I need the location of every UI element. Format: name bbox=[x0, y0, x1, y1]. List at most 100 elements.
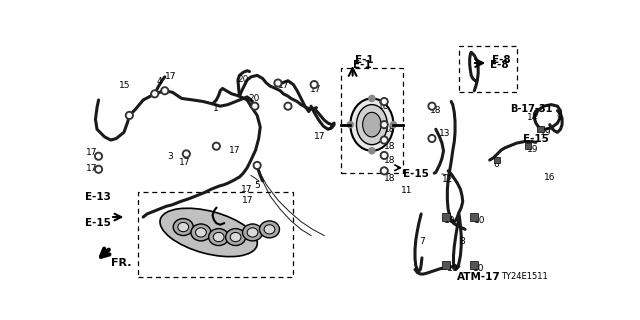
Text: 6: 6 bbox=[493, 160, 499, 169]
Circle shape bbox=[127, 114, 131, 117]
Circle shape bbox=[153, 92, 157, 96]
Text: E-15: E-15 bbox=[523, 134, 548, 144]
Ellipse shape bbox=[178, 222, 189, 232]
Circle shape bbox=[214, 144, 218, 148]
Circle shape bbox=[212, 142, 220, 150]
Circle shape bbox=[151, 90, 159, 98]
Ellipse shape bbox=[191, 224, 211, 241]
Circle shape bbox=[380, 152, 388, 159]
Text: 8: 8 bbox=[460, 237, 465, 246]
Circle shape bbox=[182, 150, 190, 158]
Ellipse shape bbox=[225, 228, 246, 245]
Text: 12: 12 bbox=[442, 175, 453, 184]
Ellipse shape bbox=[259, 221, 280, 238]
Text: 3: 3 bbox=[167, 152, 173, 161]
Circle shape bbox=[428, 102, 436, 110]
Text: 17: 17 bbox=[86, 148, 98, 157]
Text: 2: 2 bbox=[326, 123, 332, 132]
Text: 18: 18 bbox=[429, 106, 441, 115]
Bar bbox=[341, 68, 403, 173]
Circle shape bbox=[97, 154, 100, 158]
Circle shape bbox=[382, 169, 386, 173]
Text: E-15: E-15 bbox=[403, 169, 429, 179]
Text: 4: 4 bbox=[156, 77, 162, 86]
Text: 10: 10 bbox=[474, 216, 485, 225]
Circle shape bbox=[284, 102, 292, 110]
Circle shape bbox=[430, 137, 434, 140]
Circle shape bbox=[95, 152, 102, 160]
Text: E-1: E-1 bbox=[353, 60, 371, 70]
Ellipse shape bbox=[160, 208, 257, 257]
Text: E-15: E-15 bbox=[84, 218, 111, 228]
Circle shape bbox=[369, 95, 375, 101]
Text: 1: 1 bbox=[212, 104, 218, 113]
Circle shape bbox=[382, 100, 386, 103]
Circle shape bbox=[161, 87, 168, 95]
Circle shape bbox=[348, 122, 353, 128]
Circle shape bbox=[380, 121, 388, 129]
Bar bbox=[538, 126, 543, 132]
Text: FR.: FR. bbox=[111, 258, 131, 268]
Text: 18: 18 bbox=[384, 156, 396, 165]
Text: 19: 19 bbox=[527, 145, 538, 154]
Bar bbox=[442, 261, 450, 268]
Text: E-8: E-8 bbox=[492, 55, 511, 65]
Text: 20: 20 bbox=[248, 94, 259, 103]
Text: 13: 13 bbox=[439, 129, 451, 138]
Text: 18: 18 bbox=[378, 101, 390, 110]
Ellipse shape bbox=[196, 228, 206, 237]
Ellipse shape bbox=[363, 112, 381, 137]
Bar bbox=[494, 157, 500, 163]
Text: 17: 17 bbox=[241, 186, 253, 195]
Text: 19: 19 bbox=[540, 128, 551, 137]
Text: ATM-17: ATM-17 bbox=[456, 273, 500, 283]
Text: 18: 18 bbox=[384, 124, 396, 134]
Circle shape bbox=[97, 167, 100, 171]
Circle shape bbox=[184, 152, 188, 156]
Text: 17: 17 bbox=[278, 81, 289, 90]
Text: 9: 9 bbox=[557, 113, 563, 122]
Text: 11: 11 bbox=[401, 186, 413, 195]
Circle shape bbox=[286, 104, 290, 108]
Text: 18: 18 bbox=[384, 174, 396, 183]
Circle shape bbox=[369, 148, 375, 154]
Text: 10: 10 bbox=[447, 264, 459, 273]
Text: 17: 17 bbox=[310, 84, 321, 93]
Text: B-17-31: B-17-31 bbox=[509, 104, 552, 114]
Text: 5: 5 bbox=[254, 181, 260, 190]
Circle shape bbox=[312, 83, 316, 86]
Ellipse shape bbox=[247, 228, 258, 237]
Bar bbox=[138, 192, 293, 277]
Text: 16: 16 bbox=[543, 173, 555, 182]
Circle shape bbox=[276, 81, 280, 85]
Text: 18: 18 bbox=[384, 142, 396, 151]
Circle shape bbox=[380, 167, 388, 175]
Text: 17: 17 bbox=[179, 158, 190, 167]
Text: 17: 17 bbox=[314, 132, 326, 141]
Text: 17: 17 bbox=[230, 146, 241, 155]
Circle shape bbox=[163, 89, 166, 93]
Text: E-1: E-1 bbox=[355, 55, 374, 65]
Ellipse shape bbox=[356, 105, 387, 145]
Ellipse shape bbox=[230, 232, 241, 242]
Circle shape bbox=[428, 135, 436, 142]
Text: 20: 20 bbox=[237, 75, 248, 84]
Bar bbox=[459, 46, 516, 92]
Text: 14: 14 bbox=[527, 113, 538, 122]
Text: 17: 17 bbox=[242, 196, 253, 205]
Circle shape bbox=[382, 123, 386, 127]
Circle shape bbox=[95, 165, 102, 173]
Circle shape bbox=[255, 164, 259, 167]
Ellipse shape bbox=[243, 224, 262, 241]
Circle shape bbox=[253, 104, 257, 108]
Ellipse shape bbox=[264, 225, 275, 234]
Text: E-8: E-8 bbox=[490, 60, 508, 70]
Circle shape bbox=[274, 79, 282, 87]
Circle shape bbox=[125, 112, 133, 119]
Circle shape bbox=[390, 122, 397, 128]
Text: 15: 15 bbox=[119, 81, 131, 90]
Bar bbox=[470, 213, 478, 221]
Circle shape bbox=[310, 81, 318, 88]
Text: 17: 17 bbox=[86, 164, 98, 173]
Circle shape bbox=[253, 162, 261, 169]
